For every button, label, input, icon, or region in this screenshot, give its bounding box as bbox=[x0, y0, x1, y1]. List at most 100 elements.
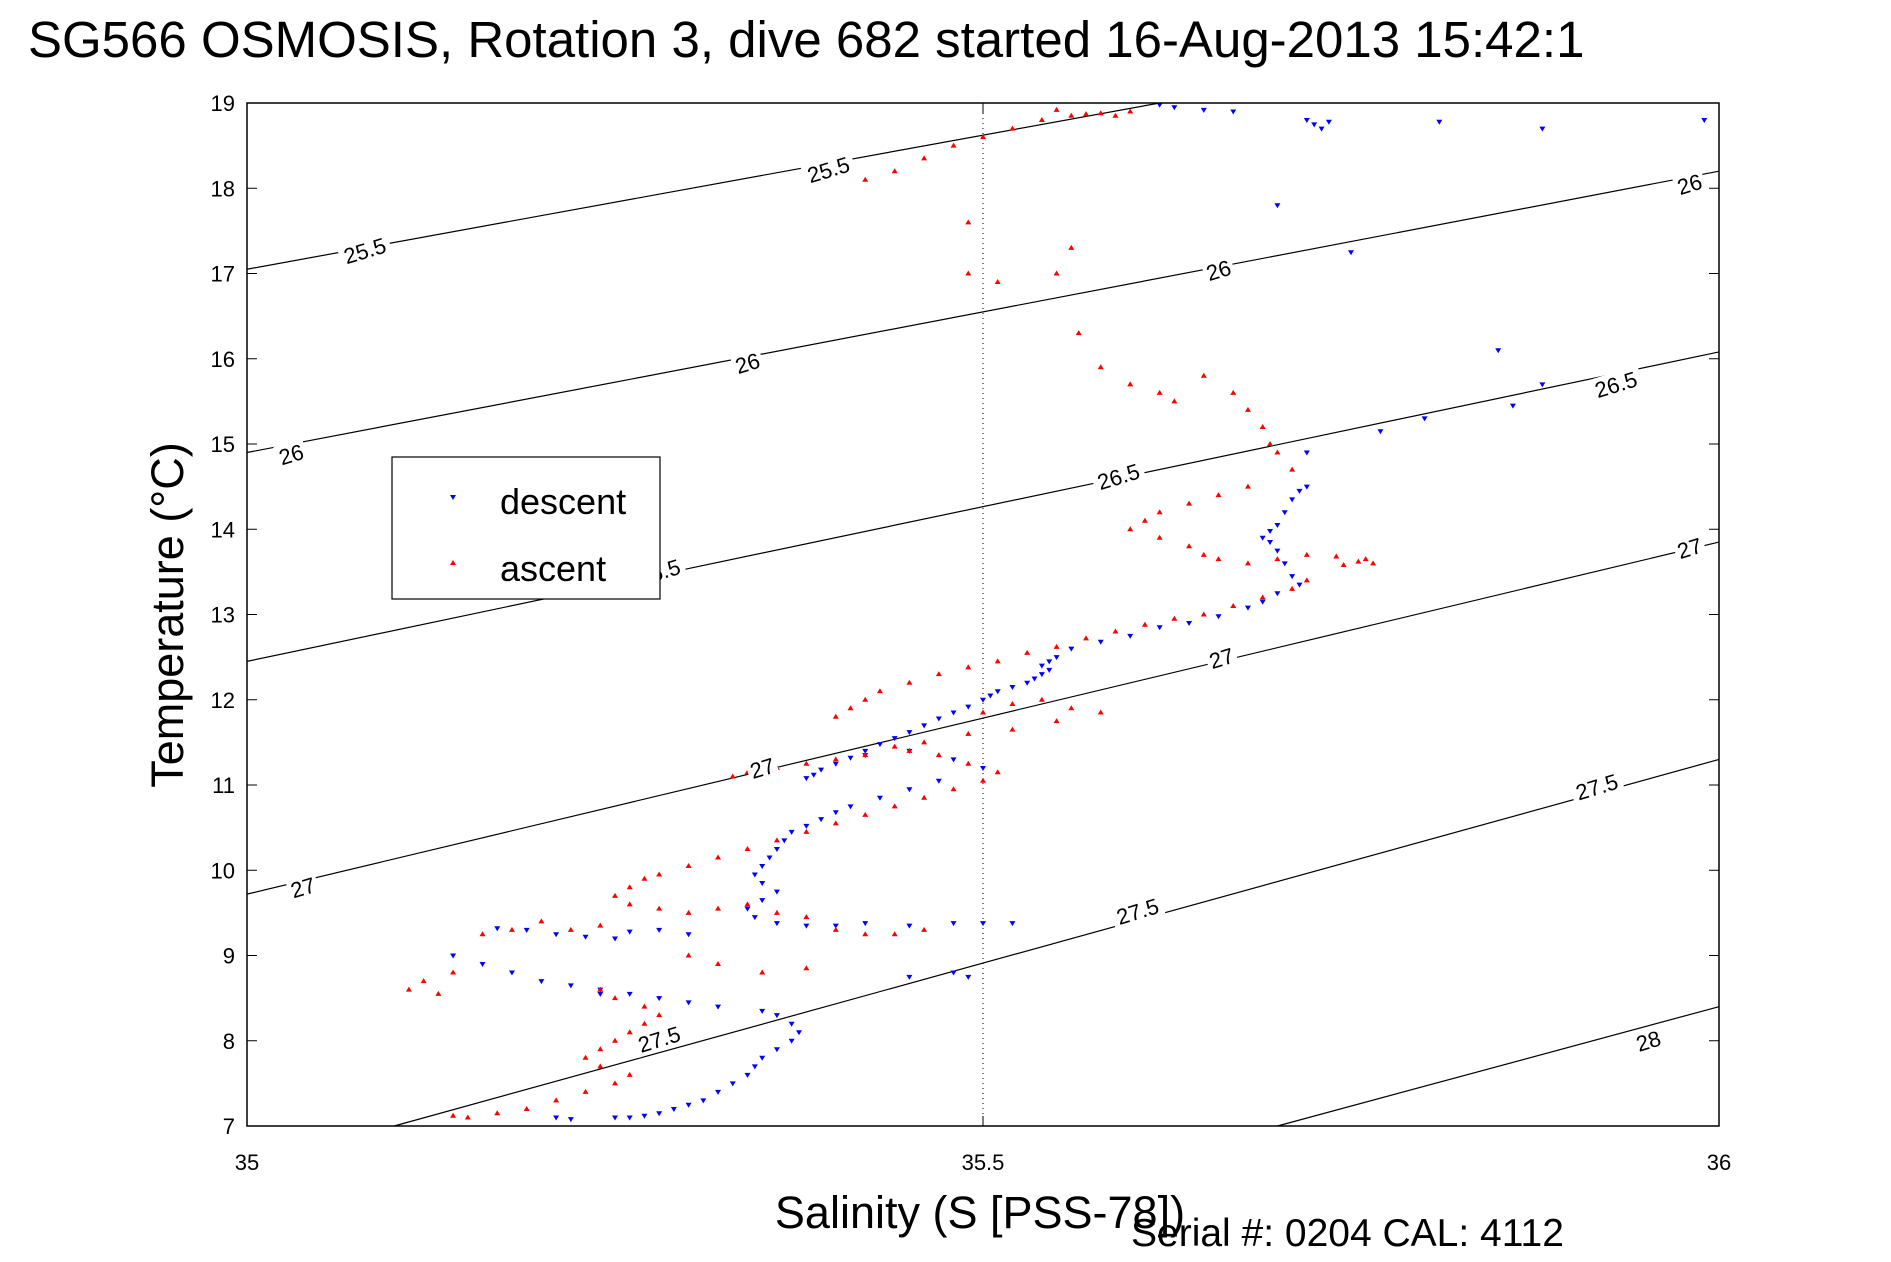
descent-point bbox=[1289, 497, 1296, 503]
ascent-point bbox=[612, 1037, 618, 1043]
ascent-point bbox=[1083, 111, 1090, 117]
descent-point bbox=[1274, 548, 1281, 554]
descent-point bbox=[862, 748, 869, 754]
ascent-point bbox=[994, 769, 1001, 775]
ascent-point bbox=[1289, 466, 1296, 472]
ascent-point bbox=[832, 756, 839, 762]
descent-point bbox=[1539, 126, 1546, 132]
legend-ascent-label: ascent bbox=[500, 548, 606, 589]
descent-point bbox=[582, 934, 589, 940]
descent-point bbox=[1296, 582, 1303, 588]
descent-point bbox=[523, 927, 530, 933]
ascent-point bbox=[450, 969, 457, 975]
descent-point bbox=[450, 953, 457, 959]
descent-point bbox=[626, 1115, 633, 1121]
descent-point bbox=[1097, 639, 1104, 645]
descent-point bbox=[1031, 676, 1038, 682]
ascent-point bbox=[965, 730, 972, 736]
descent-point bbox=[980, 921, 986, 927]
descent-point bbox=[788, 1038, 795, 1044]
ascent-point bbox=[553, 1097, 560, 1103]
ascent-point bbox=[715, 961, 722, 967]
descent-point bbox=[803, 923, 810, 929]
ascent-point bbox=[980, 134, 986, 140]
descent-point bbox=[773, 1047, 780, 1053]
chart-title: SG566 OSMOSIS, Rotation 3, dive 682 star… bbox=[28, 11, 1585, 68]
y-tick-label: 17 bbox=[211, 262, 235, 287]
ascent-point bbox=[641, 875, 648, 881]
descent-point bbox=[832, 810, 839, 816]
ascent-point bbox=[612, 1080, 618, 1086]
ascent-point bbox=[1362, 556, 1369, 562]
ascent-point bbox=[1038, 696, 1045, 702]
ascent-point bbox=[1038, 117, 1045, 123]
descent-point bbox=[751, 915, 758, 921]
descent-point bbox=[1053, 655, 1060, 661]
isopycnal-label-bg bbox=[1568, 767, 1626, 806]
descent-point bbox=[1495, 348, 1502, 354]
descent-point bbox=[803, 776, 810, 782]
isopycnal-label: 27.5 bbox=[1573, 769, 1621, 805]
descent-point bbox=[759, 898, 766, 904]
ascent-point bbox=[965, 219, 972, 225]
descent-point bbox=[685, 932, 692, 938]
descent-point bbox=[1311, 122, 1318, 128]
descent-point bbox=[1230, 109, 1237, 115]
descent-point bbox=[818, 817, 825, 823]
descent-point bbox=[553, 1115, 560, 1121]
ascent-point bbox=[626, 1071, 633, 1077]
ascent-point bbox=[832, 713, 839, 719]
descent-point bbox=[744, 906, 751, 912]
ascent-point bbox=[1127, 381, 1134, 387]
ascent-point bbox=[994, 279, 1001, 285]
descent-point bbox=[1009, 921, 1016, 927]
ascent-point bbox=[1171, 615, 1178, 621]
ascent-point bbox=[1230, 389, 1237, 395]
isopycnal-label: 25.5 bbox=[341, 233, 389, 269]
ascent-point bbox=[1024, 649, 1031, 655]
descent-point bbox=[715, 1089, 722, 1095]
ascent-point bbox=[1083, 635, 1090, 641]
ascent-point bbox=[656, 905, 663, 911]
isopycnal-label-bg bbox=[1671, 532, 1708, 564]
descent-point bbox=[1038, 672, 1045, 678]
y-axis-ticks: 7 8 9 10 11 12 13 14 15 16 17 18 19 bbox=[211, 91, 1719, 1139]
y-tick-label: 8 bbox=[223, 1029, 235, 1054]
ascent-point bbox=[803, 760, 810, 766]
ascent-point bbox=[1068, 244, 1075, 250]
isopycnal-label: 26.5 bbox=[1592, 367, 1640, 403]
y-tick-label: 16 bbox=[211, 347, 235, 372]
descent-point bbox=[1156, 102, 1163, 108]
descent-point bbox=[744, 1072, 751, 1078]
ascent-point bbox=[906, 747, 913, 753]
ascent-point bbox=[891, 743, 898, 749]
ascent-point bbox=[1200, 611, 1207, 617]
ascent-point bbox=[965, 760, 972, 766]
ascent-point bbox=[803, 914, 810, 920]
ascent-point bbox=[494, 1110, 501, 1116]
ascent-point bbox=[921, 794, 928, 800]
ascent-point bbox=[1127, 108, 1134, 114]
isopycnal-label-bg bbox=[273, 438, 310, 471]
descent-point bbox=[906, 974, 913, 980]
descent-point bbox=[965, 974, 972, 980]
ascent-point bbox=[405, 986, 412, 992]
isopycnal-label-bg bbox=[1203, 642, 1240, 674]
descent-point bbox=[935, 716, 942, 722]
y-tick-label: 12 bbox=[211, 688, 235, 713]
descent-point bbox=[1509, 403, 1516, 409]
ascent-point bbox=[641, 1020, 648, 1026]
descent-point bbox=[796, 1030, 802, 1036]
x-tick-label: 35 bbox=[235, 1150, 259, 1175]
ascent-point bbox=[1303, 551, 1310, 557]
ascent-point bbox=[965, 270, 972, 276]
descent-point bbox=[1539, 382, 1546, 388]
ascent-point bbox=[1127, 526, 1134, 532]
descent-point bbox=[1068, 646, 1075, 652]
descent-point bbox=[1200, 107, 1207, 113]
ascent-point bbox=[1259, 423, 1266, 429]
isopycnal-label-bg bbox=[630, 1019, 688, 1059]
ascent-point bbox=[862, 696, 869, 702]
ascent-point bbox=[980, 709, 986, 715]
